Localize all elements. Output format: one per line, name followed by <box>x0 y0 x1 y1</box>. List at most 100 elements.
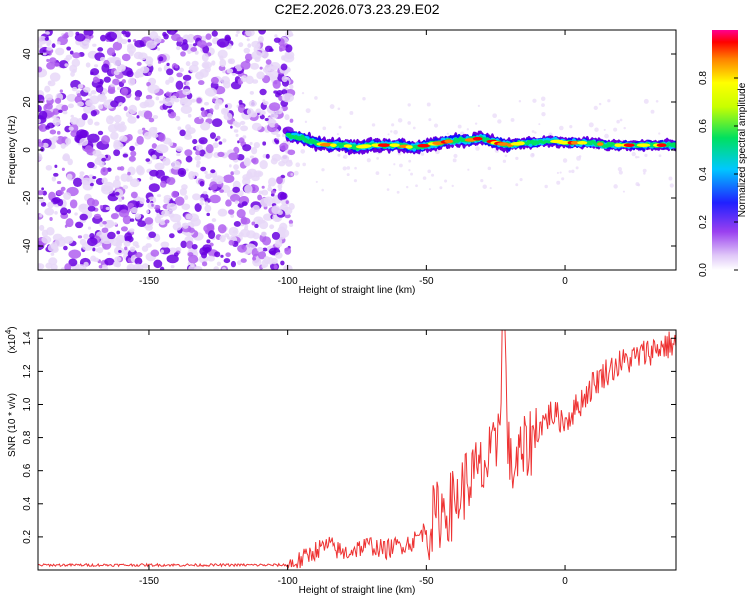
band-scatter <box>305 108 311 114</box>
band-scatter <box>407 103 411 107</box>
band-scatter <box>541 111 546 117</box>
band-scatter <box>336 133 339 136</box>
noise-blob <box>282 133 285 138</box>
spectrogram-x-ticks: -150 -100 -50 0 <box>139 30 568 287</box>
noise-blob <box>281 75 288 83</box>
noise-blob <box>121 53 131 62</box>
noise-blob <box>87 93 92 97</box>
noise-blob <box>123 240 131 247</box>
noise-blob <box>185 61 191 67</box>
noise-blob <box>181 42 189 51</box>
band-scatter <box>391 123 395 127</box>
noise-blob <box>74 264 87 270</box>
noise-blob <box>113 141 124 150</box>
band-scatter <box>531 153 535 157</box>
noise-blob <box>251 122 262 131</box>
noise-blob <box>176 40 183 48</box>
colorbar-label: Normalized spectral amplitude <box>737 82 748 217</box>
noise-blob <box>249 91 254 95</box>
noise-blob <box>159 266 165 270</box>
noise-blob <box>51 176 57 182</box>
noise-blob <box>239 120 246 125</box>
band-scatter <box>637 156 640 159</box>
noise-blob <box>270 157 278 165</box>
snr-series-line <box>38 330 676 569</box>
band-scatter <box>643 172 646 175</box>
noise-blob <box>152 115 159 120</box>
noise-blob <box>281 89 288 95</box>
noise-blob <box>101 227 109 233</box>
noise-blob <box>156 194 162 198</box>
noise-blob <box>124 246 128 251</box>
noise-blob <box>195 150 201 156</box>
noise-blob <box>100 167 109 176</box>
noise-blob <box>139 197 145 205</box>
noise-blob <box>186 33 195 43</box>
band-scatter <box>504 154 508 158</box>
noise-blob <box>273 264 278 270</box>
noise-blob <box>236 208 246 219</box>
noise-blob <box>198 149 206 157</box>
noise-blob <box>114 191 120 196</box>
noise-blob <box>211 30 218 37</box>
noise-blob <box>154 162 165 171</box>
noise-blob <box>202 191 208 195</box>
noise-blob <box>261 185 265 189</box>
noise-blob <box>129 246 136 253</box>
noise-blob <box>176 45 181 51</box>
noise-blob <box>93 213 102 220</box>
noise-blob <box>143 101 150 107</box>
noise-blob <box>100 34 107 42</box>
noise-blob <box>42 52 47 56</box>
noise-blob <box>252 204 260 213</box>
noise-blob <box>76 93 82 97</box>
band-scatter <box>399 163 403 168</box>
band-cell <box>530 139 535 144</box>
noise-blob <box>204 201 209 206</box>
band-scatter <box>366 158 371 163</box>
noise-blob <box>287 149 296 156</box>
noise-blob <box>87 133 100 143</box>
noise-blob <box>222 108 230 114</box>
band-scatter <box>466 128 470 131</box>
noise-blob <box>113 114 122 123</box>
band-scatter <box>492 113 498 119</box>
noise-blob <box>271 231 281 240</box>
noise-blob <box>259 160 268 170</box>
noise-blob <box>259 66 263 70</box>
noise-blob <box>201 261 208 267</box>
band-scatter <box>427 169 431 174</box>
noise-blob <box>148 148 156 156</box>
noise-blob <box>179 188 188 196</box>
noise-blob <box>242 144 252 152</box>
band-scatter <box>598 102 602 106</box>
noise-blob <box>135 252 143 258</box>
band-scatter <box>510 118 515 122</box>
noise-blob <box>137 220 147 228</box>
noise-blob <box>204 204 212 213</box>
band-scatter <box>619 118 623 122</box>
noise-blob <box>237 104 245 114</box>
band-scatter <box>314 96 318 100</box>
noise-blob <box>233 164 239 170</box>
band-scatter <box>643 98 649 104</box>
noise-blob <box>224 104 228 108</box>
colorbar-gradient <box>712 30 738 270</box>
band-scatter <box>452 158 457 163</box>
snr-y-ticks: 0.2 0.4 0.6 0.8 1.0 1.2 1.4 <box>22 331 676 544</box>
band-scatter <box>422 176 427 180</box>
noise-blob <box>54 164 58 168</box>
noise-blob <box>75 117 86 128</box>
noise-blob <box>264 118 269 122</box>
noise-blob <box>70 71 75 77</box>
band-core <box>636 143 651 147</box>
noise-blob <box>38 190 44 196</box>
noise-blob <box>86 197 96 207</box>
noise-blob <box>51 108 60 115</box>
noise-blob <box>235 133 239 137</box>
noise-blob <box>199 180 205 187</box>
signal-band <box>285 91 676 194</box>
noise-blob <box>166 62 170 67</box>
noise-blob <box>160 180 167 188</box>
band-scatter <box>623 126 626 130</box>
